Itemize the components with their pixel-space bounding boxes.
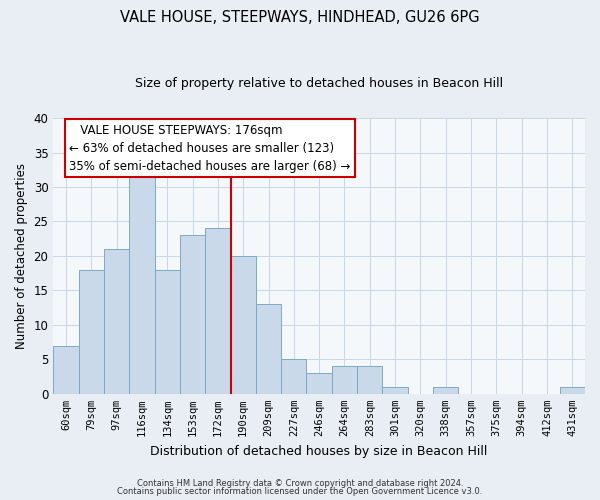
Title: Size of property relative to detached houses in Beacon Hill: Size of property relative to detached ho… — [135, 78, 503, 90]
Bar — [307, 373, 332, 394]
Bar — [332, 366, 357, 394]
Bar — [129, 166, 155, 394]
Bar — [281, 360, 307, 394]
Bar — [357, 366, 382, 394]
Bar — [155, 270, 180, 394]
Bar — [53, 346, 79, 394]
Bar — [79, 270, 104, 394]
Bar — [256, 304, 281, 394]
Bar — [433, 387, 458, 394]
Text: Contains public sector information licensed under the Open Government Licence v3: Contains public sector information licen… — [118, 487, 482, 496]
X-axis label: Distribution of detached houses by size in Beacon Hill: Distribution of detached houses by size … — [151, 444, 488, 458]
Text: VALE HOUSE, STEEPWAYS, HINDHEAD, GU26 6PG: VALE HOUSE, STEEPWAYS, HINDHEAD, GU26 6P… — [120, 10, 480, 25]
Bar — [230, 256, 256, 394]
Text: Contains HM Land Registry data © Crown copyright and database right 2024.: Contains HM Land Registry data © Crown c… — [137, 478, 463, 488]
Text: VALE HOUSE STEEPWAYS: 176sqm
← 63% of detached houses are smaller (123)
35% of s: VALE HOUSE STEEPWAYS: 176sqm ← 63% of de… — [69, 124, 350, 172]
Bar — [180, 235, 205, 394]
Bar — [205, 228, 230, 394]
Bar — [382, 387, 408, 394]
Bar — [560, 387, 585, 394]
Bar — [104, 249, 129, 394]
Y-axis label: Number of detached properties: Number of detached properties — [15, 163, 28, 349]
